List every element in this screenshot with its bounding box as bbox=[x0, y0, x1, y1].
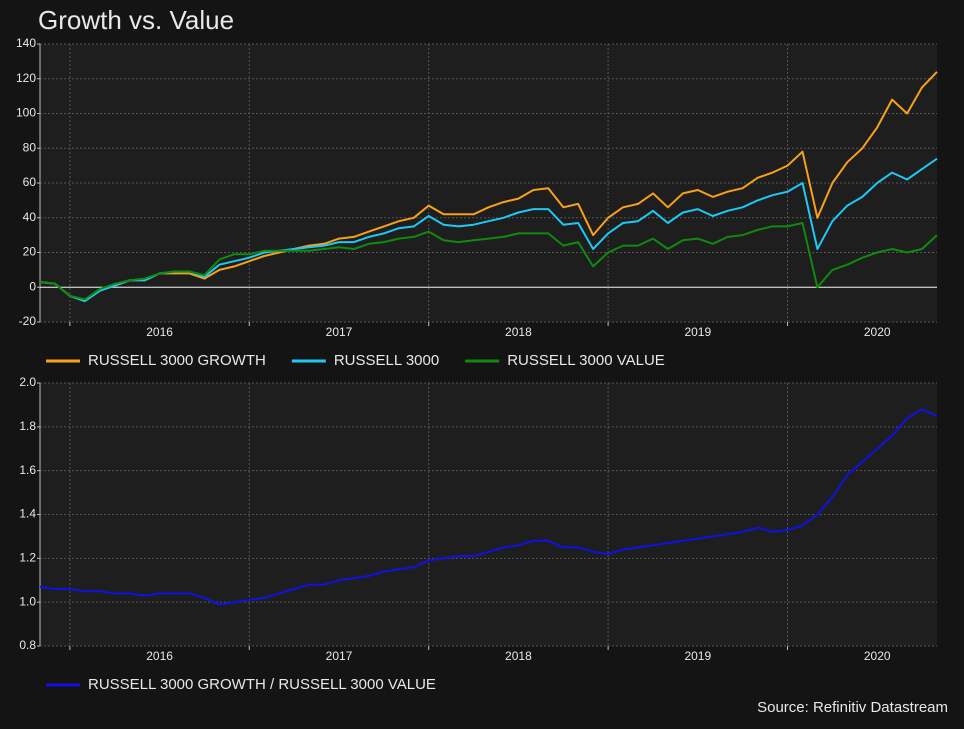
x-tick-label: 2018 bbox=[505, 325, 532, 339]
y-tick-label: 20 bbox=[23, 245, 37, 259]
y-tick-label: 1.4 bbox=[19, 507, 36, 521]
y-tick-label: 2.0 bbox=[19, 375, 36, 389]
y-tick-label: 1.2 bbox=[19, 551, 36, 565]
data-line bbox=[39, 222, 938, 301]
x-tick-label: 2019 bbox=[684, 325, 711, 339]
x-tick-label: 2017 bbox=[326, 325, 353, 339]
y-tick-label: 40 bbox=[23, 210, 37, 224]
y-tick-label: 60 bbox=[23, 175, 37, 189]
y-tick-label: 1.8 bbox=[19, 419, 36, 433]
legend-label: RUSSELL 3000 GROWTH / RUSSELL 3000 VALUE bbox=[88, 676, 436, 693]
x-tick-label: 2020 bbox=[864, 649, 891, 663]
data-line bbox=[39, 408, 938, 606]
y-tick-label: 80 bbox=[23, 140, 37, 154]
legend-label: RUSSELL 3000 bbox=[334, 352, 439, 369]
y-tick-label: 0 bbox=[29, 279, 36, 293]
x-tick-label: 2018 bbox=[505, 649, 532, 663]
legend-label: RUSSELL 3000 GROWTH bbox=[88, 352, 266, 369]
y-tick-label: 140 bbox=[16, 36, 36, 50]
legend-label: RUSSELL 3000 VALUE bbox=[507, 352, 665, 369]
x-tick-label: 2020 bbox=[864, 325, 891, 339]
y-tick-label: 1.0 bbox=[19, 594, 36, 608]
y-tick-label: 100 bbox=[16, 106, 36, 120]
chart-title: Growth vs. Value bbox=[38, 5, 234, 35]
y-tick-label: -20 bbox=[19, 314, 37, 328]
source-note: Source: Refinitiv Datastream bbox=[757, 699, 948, 716]
x-tick-label: 2016 bbox=[146, 325, 173, 339]
y-tick-label: 120 bbox=[16, 71, 36, 85]
data-line bbox=[39, 71, 938, 303]
y-tick-label: 1.6 bbox=[19, 463, 36, 477]
y-tick-label: 0.8 bbox=[19, 638, 36, 652]
x-tick-label: 2019 bbox=[684, 649, 711, 663]
x-tick-label: 2017 bbox=[326, 649, 353, 663]
x-tick-label: 2016 bbox=[146, 649, 173, 663]
